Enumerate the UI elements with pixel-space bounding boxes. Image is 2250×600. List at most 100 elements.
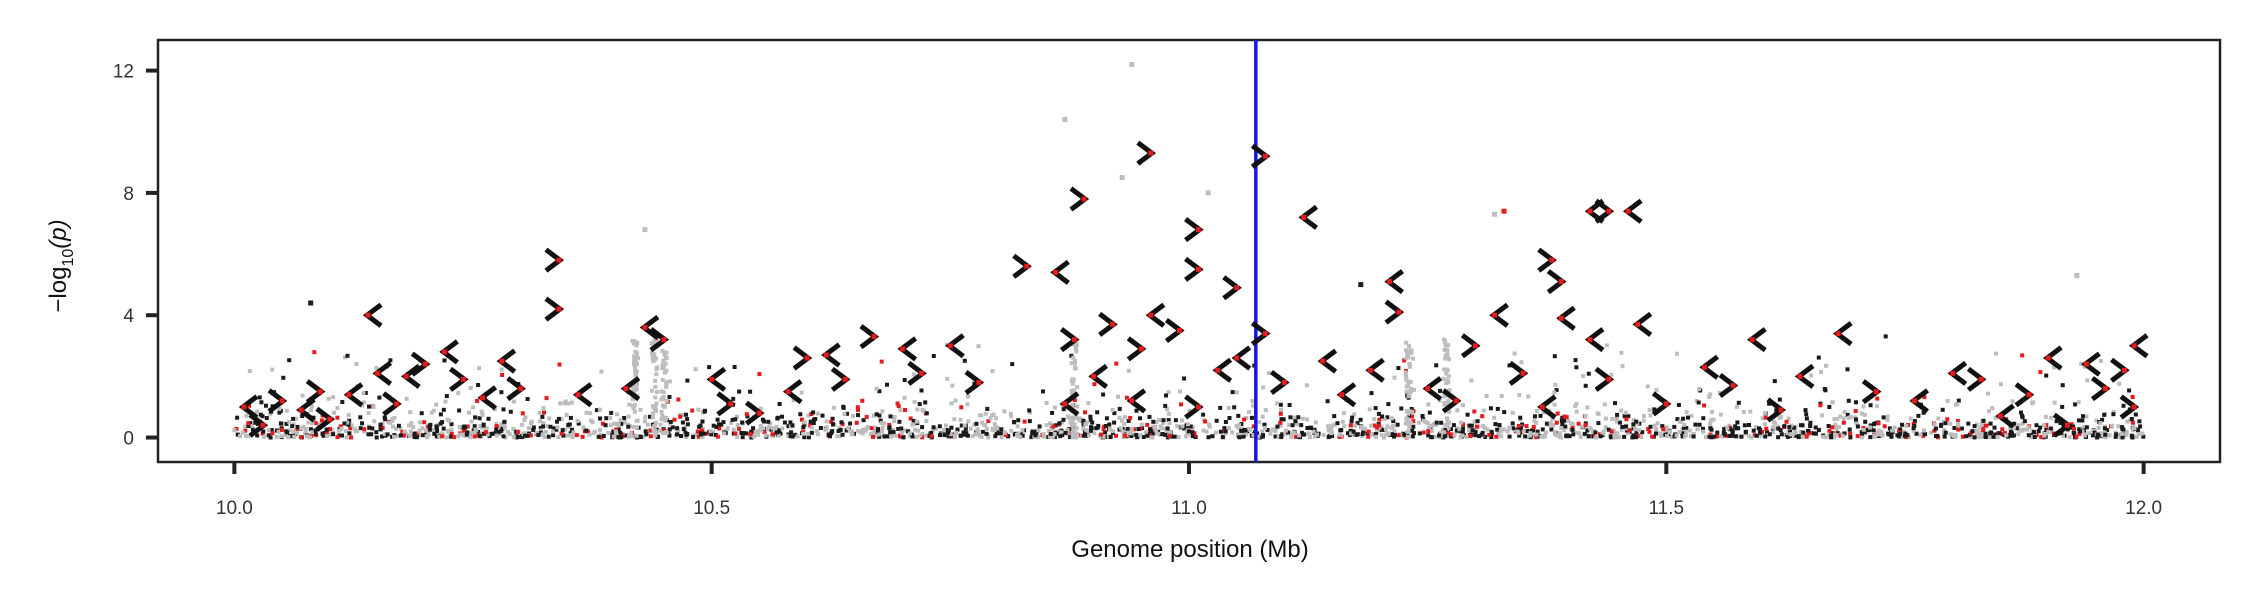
data-point xyxy=(243,428,248,433)
data-point xyxy=(1307,435,1312,440)
data-point xyxy=(888,430,893,435)
data-point xyxy=(1063,430,1068,435)
data-point xyxy=(611,434,616,439)
data-point xyxy=(1382,417,1387,422)
data-point xyxy=(1145,433,1150,438)
data-point xyxy=(1497,423,1502,427)
data-point xyxy=(383,432,388,437)
data-point xyxy=(811,421,816,425)
data-point xyxy=(875,430,880,435)
data-point xyxy=(1846,398,1851,403)
data-point xyxy=(308,427,313,432)
data-point xyxy=(1562,428,1567,433)
marker-center-point xyxy=(842,376,848,382)
data-point xyxy=(490,431,494,436)
data-point xyxy=(835,434,840,439)
data-point xyxy=(1818,403,1823,408)
data-point xyxy=(1366,429,1371,434)
data-point xyxy=(1441,376,1446,381)
data-point xyxy=(1042,434,1047,439)
data-point xyxy=(1348,423,1353,428)
data-point xyxy=(775,430,780,435)
data-point xyxy=(340,433,344,438)
data-point xyxy=(1114,361,1119,366)
data-point xyxy=(1018,435,1023,440)
notable-point xyxy=(1129,62,1135,67)
data-point xyxy=(244,413,249,418)
data-point xyxy=(908,416,913,421)
data-point xyxy=(1654,431,1658,436)
data-point xyxy=(937,424,942,429)
data-point xyxy=(1708,392,1713,397)
data-point xyxy=(944,423,948,428)
data-point xyxy=(603,423,608,428)
data-point xyxy=(1627,428,1632,433)
data-point xyxy=(992,421,997,426)
data-point xyxy=(1747,423,1751,427)
data-point xyxy=(1539,434,1544,439)
data-point xyxy=(531,427,536,432)
data-point xyxy=(627,434,632,438)
data-point xyxy=(1081,426,1086,431)
data-point xyxy=(1717,390,1722,395)
data-point xyxy=(920,407,925,412)
data-point xyxy=(467,410,471,415)
data-point xyxy=(1072,361,1077,366)
data-point xyxy=(1033,433,1038,438)
data-point xyxy=(1074,426,1079,431)
data-point xyxy=(1595,411,1600,416)
data-point xyxy=(2129,433,2134,438)
data-point xyxy=(1352,412,1357,417)
data-point xyxy=(1167,421,1172,425)
data-point xyxy=(1273,429,1278,434)
data-point xyxy=(587,432,592,437)
data-point xyxy=(965,402,970,407)
data-point xyxy=(1427,410,1432,415)
data-point xyxy=(815,411,820,416)
data-point xyxy=(1408,409,1413,414)
data-point xyxy=(1696,400,1701,405)
data-point xyxy=(1088,414,1093,419)
data-point xyxy=(1068,435,1072,440)
data-point xyxy=(1329,431,1334,436)
data-point xyxy=(902,395,907,400)
data-point xyxy=(409,429,413,434)
y-tick-label: 4 xyxy=(123,306,134,327)
data-point xyxy=(667,379,672,384)
data-point xyxy=(1970,429,1975,434)
data-point xyxy=(1290,423,1295,428)
data-point xyxy=(1278,411,1283,416)
data-point xyxy=(1824,435,1829,440)
data-point xyxy=(827,433,832,438)
data-point xyxy=(1892,425,1897,430)
data-point xyxy=(2138,424,2143,429)
data-point xyxy=(684,412,688,417)
data-point xyxy=(789,430,794,435)
data-point xyxy=(1622,414,1627,419)
data-point xyxy=(748,432,753,437)
data-point xyxy=(653,433,658,438)
data-point xyxy=(2102,426,2107,431)
data-point xyxy=(1862,413,1867,417)
data-point xyxy=(917,402,922,407)
data-point xyxy=(647,428,652,433)
data-point xyxy=(1374,425,1379,430)
data-point xyxy=(711,423,716,428)
marker-center-point xyxy=(1778,407,1784,413)
data-point xyxy=(1161,421,1166,426)
data-point xyxy=(663,355,668,360)
data-point xyxy=(360,403,365,408)
data-point xyxy=(1403,372,1408,377)
data-point xyxy=(1494,434,1499,439)
data-point xyxy=(962,423,967,428)
data-point xyxy=(2082,433,2087,438)
data-point xyxy=(1574,365,1579,370)
data-point xyxy=(1442,430,1447,435)
marker-center-point xyxy=(1730,383,1736,389)
data-point xyxy=(514,435,519,440)
data-point xyxy=(477,416,482,421)
data-point xyxy=(988,416,993,421)
data-point xyxy=(660,348,665,353)
marker-center-point xyxy=(365,312,371,318)
data-point xyxy=(596,434,601,439)
